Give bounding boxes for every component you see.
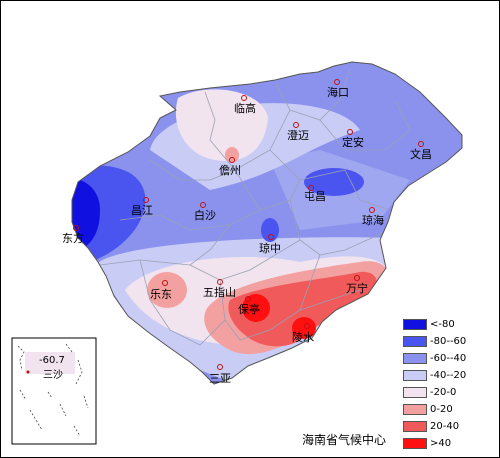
city-marker-dongfang <box>73 225 79 231</box>
city-marker-wanning <box>354 275 360 281</box>
city-marker-wuzhishan <box>217 279 223 285</box>
legend-item: -80--60 <box>403 334 466 348</box>
legend-item: 0-20 <box>403 402 453 416</box>
legend-item: -60--40 <box>403 351 466 365</box>
city-label-qionghai: 琼海 <box>362 213 384 227</box>
city-labels: 海口 临高 澄迈 定安 文昌 儋州 屯昌 昌江 白沙 琼海 东方 琼中 乐东 五… <box>62 85 432 385</box>
city-label-dongfang: 东方 <box>62 231 84 245</box>
city-marker-dingan <box>347 129 353 135</box>
city-label-baisha: 白沙 <box>194 208 216 222</box>
inset-marker <box>26 370 30 374</box>
city-label-wenchang: 文昌 <box>410 147 432 161</box>
legend-item: <-80 <box>403 317 455 331</box>
credit-label: 海南省气候中心 <box>302 433 387 447</box>
legend-swatch <box>403 352 427 364</box>
legend-swatch <box>403 369 427 381</box>
island-outline <box>71 61 463 385</box>
legend-item: -20-0 <box>403 385 456 399</box>
city-marker-chengmai <box>293 122 299 128</box>
city-label-lingshui: 陵水 <box>292 331 314 344</box>
legend-swatch <box>403 437 427 449</box>
legend-swatch <box>403 420 427 432</box>
legend-item: -40--20 <box>403 368 466 382</box>
city-label-ledong: 乐东 <box>150 288 172 301</box>
city-marker-baoting <box>245 296 251 302</box>
county-boundaries <box>99 67 411 346</box>
city-label-dingan: 定安 <box>342 135 364 149</box>
legend-label: <-80 <box>430 318 455 330</box>
city-label-lingao: 临高 <box>234 101 256 115</box>
city-label-qiongzhong: 琼中 <box>259 241 281 255</box>
legend-swatch <box>403 386 427 398</box>
legend-item: 20-40 <box>403 419 459 433</box>
city-marker-wenchang <box>418 141 424 147</box>
city-marker-sanya <box>217 364 223 370</box>
city-markers <box>73 79 424 370</box>
legend-label: -60--40 <box>430 352 467 364</box>
legend-label: -40--20 <box>430 369 467 381</box>
city-marker-qiongzhong <box>268 234 274 240</box>
city-label-wuzhishan: 五指山 <box>203 285 236 299</box>
city-label-baoting: 保亭 <box>238 302 260 316</box>
city-marker-changjiang <box>143 197 149 203</box>
inset-value-area <box>25 352 75 374</box>
city-marker-danzhou <box>229 157 235 163</box>
legend-item: >40 <box>403 436 451 450</box>
legend-label: 20-40 <box>430 420 460 432</box>
city-label-changjiang: 昌江 <box>131 204 153 217</box>
city-label-haikou: 海口 <box>327 85 349 99</box>
city-marker-ledong <box>162 280 168 286</box>
city-marker-lingao <box>241 95 247 101</box>
inset-map: -60.7 三沙 <box>11 337 97 445</box>
inset-boundary-dashes <box>17 343 89 437</box>
city-label-wanning: 万宁 <box>346 281 368 295</box>
city-marker-baisha <box>200 202 206 208</box>
city-marker-lingshui <box>304 323 310 329</box>
city-label-danzhou: 儋州 <box>219 164 241 177</box>
city-label-chengmai: 澄迈 <box>287 128 309 142</box>
legend-swatch <box>403 403 427 415</box>
city-marker-qionghai <box>369 207 375 213</box>
city-label-tunchang: 屯昌 <box>304 190 326 203</box>
city-marker-haikou <box>334 79 340 85</box>
legend-swatch <box>403 318 427 330</box>
legend-label: 0-20 <box>430 403 453 415</box>
legend-swatch <box>403 335 427 347</box>
city-marker-tunchang <box>308 185 314 191</box>
legend-label: >40 <box>430 437 452 449</box>
city-label-sanya: 三亚 <box>209 372 231 385</box>
inset-value: -60.7 <box>39 355 65 366</box>
legend-label: -20-0 <box>430 386 457 398</box>
legend-label: -80--60 <box>430 335 467 347</box>
inset-label: 三沙 <box>43 369 63 381</box>
